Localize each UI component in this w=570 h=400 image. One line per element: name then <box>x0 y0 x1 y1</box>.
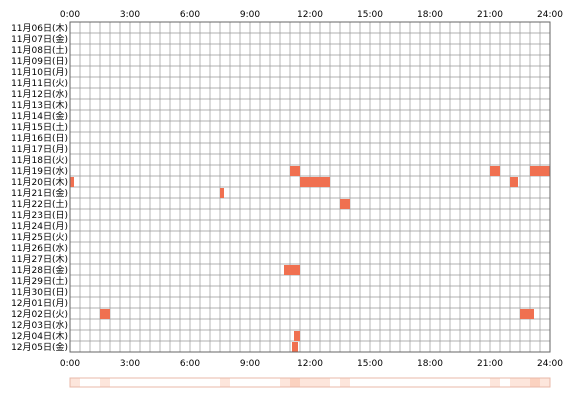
summary-cell <box>100 378 110 387</box>
x-tick-label-top: 3:00 <box>120 10 140 20</box>
x-tick-label-top: 9:00 <box>240 10 260 20</box>
x-tick-label-bottom: 21:00 <box>477 359 503 369</box>
row-label: 11月24日(月) <box>11 221 68 232</box>
row-label: 11月08日(土) <box>11 44 68 56</box>
event-cell <box>340 199 350 209</box>
row-label: 11月30日(日) <box>11 287 68 298</box>
summary-cell <box>300 378 310 387</box>
row-label: 11月13日(木) <box>11 99 68 111</box>
x-tick-label-top: 15:00 <box>357 10 383 20</box>
row-label: 11月10日(月) <box>11 67 68 78</box>
row-label: 12月02日(火) <box>11 309 68 320</box>
row-label: 11月23日(日) <box>11 210 68 221</box>
row-label: 11月16日(日) <box>11 133 68 144</box>
row-label: 11月18日(火) <box>11 155 68 166</box>
summary-cell <box>290 378 300 387</box>
event-cell <box>300 177 320 187</box>
x-tick-label-top: 21:00 <box>477 10 503 20</box>
event-cell <box>284 265 290 275</box>
row-label: 11月28日(金) <box>11 264 68 276</box>
summary-cell <box>520 378 530 387</box>
row-label: 11月27日(木) <box>11 253 68 265</box>
event-cell <box>220 188 224 198</box>
event-cell <box>490 166 500 176</box>
event-cell <box>290 166 300 176</box>
x-tick-label-top: 24:00 <box>537 10 563 20</box>
x-tick-label-bottom: 12:00 <box>297 359 323 369</box>
x-axis-bottom-ticks: 0:00 3:00 6:00 9:00 12:00 15:00 18:00 21:00 24:0… <box>60 359 563 369</box>
event-cell <box>530 166 550 176</box>
summary-cell <box>280 378 290 387</box>
x-tick-label-bottom: 6:00 <box>180 359 200 369</box>
x-tick-label-bottom: 15:00 <box>357 359 383 369</box>
summary-cell <box>70 378 80 387</box>
row-label: 11月25日(火) <box>11 232 68 243</box>
event-cell <box>320 177 330 187</box>
row-label: 11月26日(水) <box>11 242 68 254</box>
row-label: 11月15日(土) <box>11 121 68 133</box>
row-label: 11月11日(火) <box>11 78 68 89</box>
event-cells <box>70 166 550 352</box>
x-tick-label-top: 0:00 <box>60 10 80 20</box>
summary-cell <box>320 378 330 387</box>
plot-border <box>69 21 551 353</box>
event-cell <box>530 309 534 319</box>
summary-cell <box>340 378 350 387</box>
event-cell <box>292 342 298 352</box>
row-label: 11月29日(土) <box>11 275 68 287</box>
summary-cell <box>540 378 550 387</box>
row-label: 11月21日(金) <box>11 187 68 199</box>
x-tick-label-bottom: 9:00 <box>240 359 260 369</box>
row-label: 11月07日(金) <box>11 33 68 45</box>
row-label: 11月06日(木) <box>11 22 68 34</box>
row-label: 11月19日(水) <box>11 165 68 177</box>
row-label: 11月14日(金) <box>11 110 68 122</box>
x-tick-label-top: 6:00 <box>180 10 200 20</box>
event-cell <box>510 177 518 187</box>
plot-frame <box>69 21 551 353</box>
grid-lines <box>70 22 550 352</box>
row-label: 11月09日(日) <box>11 56 68 67</box>
event-cell <box>100 309 110 319</box>
x-tick-label-top: 12:00 <box>297 10 323 20</box>
row-label: 11月20日(木) <box>11 176 68 188</box>
row-label: 11月17日(月) <box>11 144 68 155</box>
summary-strip <box>69 377 551 388</box>
summary-cell <box>220 378 230 387</box>
event-cell <box>294 331 300 341</box>
row-label: 12月01日(月) <box>11 298 68 309</box>
summary-frame <box>69 377 551 388</box>
row-label: 11月22日(土) <box>11 198 68 210</box>
x-tick-label-bottom: 24:00 <box>537 359 563 369</box>
row-label: 12月03日(水) <box>11 319 68 331</box>
event-cell <box>520 309 530 319</box>
event-cell <box>70 177 74 187</box>
event-cell <box>290 265 300 275</box>
row-label: 12月05日(金) <box>11 341 68 353</box>
summary-cell <box>510 378 520 387</box>
x-tick-label-bottom: 0:00 <box>60 359 80 369</box>
row-label: 12月04日(木) <box>11 330 68 342</box>
x-tick-label-bottom: 18:00 <box>417 359 443 369</box>
x-axis-top-ticks: 0:00 3:00 6:00 9:00 12:00 15:00 18:00 21:00 24:0… <box>60 10 563 20</box>
x-tick-label-bottom: 3:00 <box>120 359 140 369</box>
x-tick-label-top: 18:00 <box>417 10 443 20</box>
row-label: 11月12日(水) <box>11 88 68 100</box>
summary-cell <box>490 378 500 387</box>
summary-cell <box>530 378 540 387</box>
summary-cell <box>310 378 320 387</box>
y-axis-row-labels: 11月06日(木)11月07日(金)11月08日(土)11月09日(日)11月1… <box>11 22 68 353</box>
